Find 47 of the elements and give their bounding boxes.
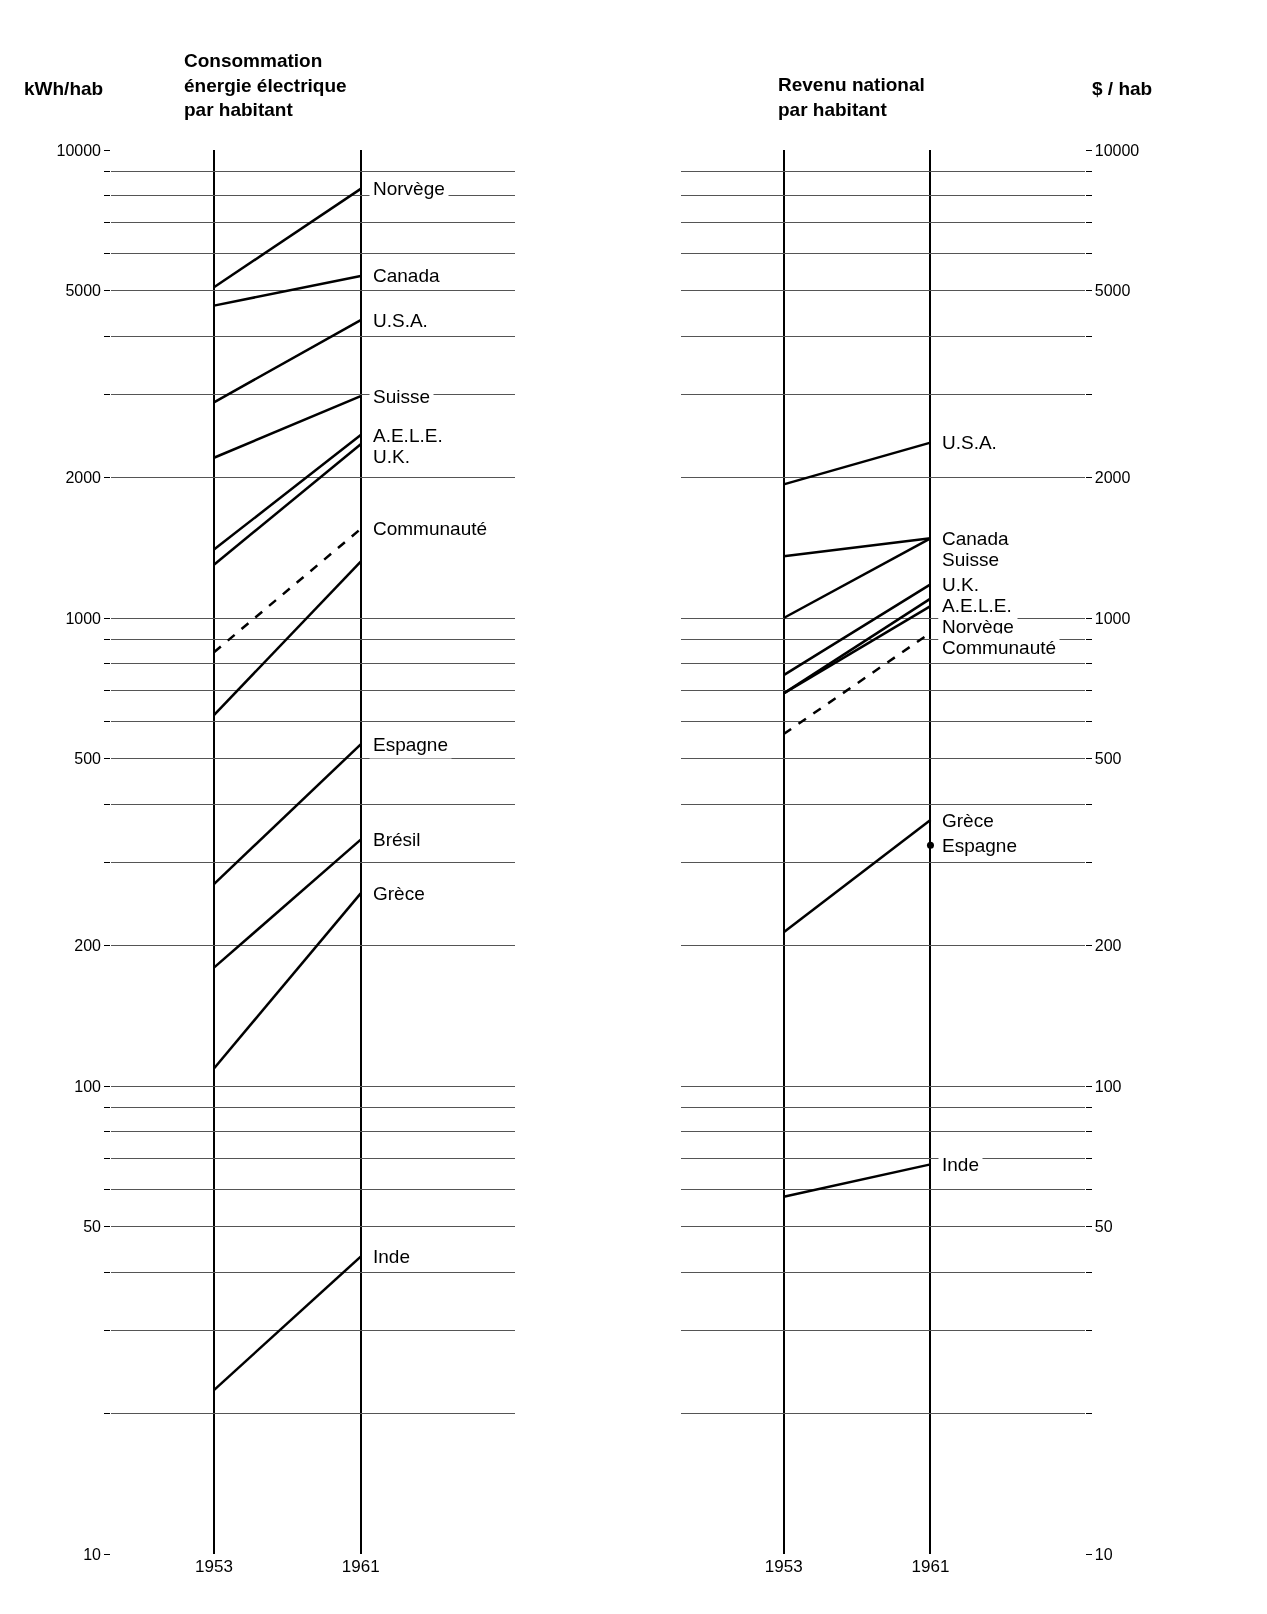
series-label: Communauté	[373, 518, 488, 539]
y-tick-label: 10	[83, 1545, 102, 1563]
y-axis-title: kWh/hab	[24, 78, 104, 99]
y-tick-label: 100	[1094, 1077, 1122, 1095]
x-tick-label: 1961	[911, 1557, 950, 1576]
series-label: Norvège	[942, 616, 1014, 637]
y-tick-label: 200	[74, 936, 102, 954]
series-label: Brésil	[373, 829, 421, 850]
y-tick-label: 10000	[1094, 141, 1140, 159]
series-label: Suisse	[942, 549, 1000, 570]
y-tick-label: 100	[74, 1077, 102, 1095]
series-label: Grèce	[942, 810, 994, 831]
series-label: Espagne	[373, 734, 449, 755]
series-label: A.E.L.E.	[373, 425, 443, 446]
series-label: U.S.A.	[373, 310, 428, 331]
y-tick-label: 1000	[65, 609, 102, 627]
series-label: U.K.	[942, 574, 979, 595]
series-label: Suisse	[373, 386, 431, 407]
y-tick-label: 50	[1094, 1218, 1113, 1236]
series-label: U.K.	[373, 446, 410, 467]
x-tick-label: 1953	[764, 1557, 803, 1576]
y-tick-label: 5000	[65, 282, 102, 300]
chart-title: Consommation énergie électrique par habitant	[184, 50, 347, 121]
y-tick-label: 200	[1094, 936, 1122, 954]
x-tick-label: 1961	[341, 1557, 380, 1576]
y-tick-label: 5000	[1094, 282, 1131, 300]
series-label: Canada	[373, 265, 440, 286]
series-label: Grèce	[373, 883, 425, 904]
series-label: Canada	[942, 528, 1009, 549]
y-tick-label: 500	[74, 750, 102, 768]
series-label: A.E.L.E.	[942, 595, 1012, 616]
series-label: U.S.A.	[942, 432, 997, 453]
series-label: Inde	[373, 1246, 410, 1267]
series-label: Espagne	[942, 835, 1018, 856]
y-tick-label: 2000	[1094, 468, 1131, 486]
series-label: Norvège	[373, 178, 445, 199]
series-label: Communauté	[942, 637, 1057, 658]
x-tick-label: 1953	[195, 1557, 233, 1576]
y-tick-label: 10000	[56, 141, 102, 159]
y-tick-label: 50	[83, 1218, 102, 1236]
y-tick-label: 10	[1094, 1545, 1113, 1563]
y-tick-label: 2000	[65, 468, 102, 486]
chart-title: Revenu national par habitant	[778, 74, 925, 120]
y-tick-label: 500	[1094, 750, 1122, 768]
series-label: Inde	[942, 1154, 979, 1175]
y-tick-label: 1000	[1094, 609, 1131, 627]
y-axis-title: $ / hab	[1092, 78, 1153, 99]
